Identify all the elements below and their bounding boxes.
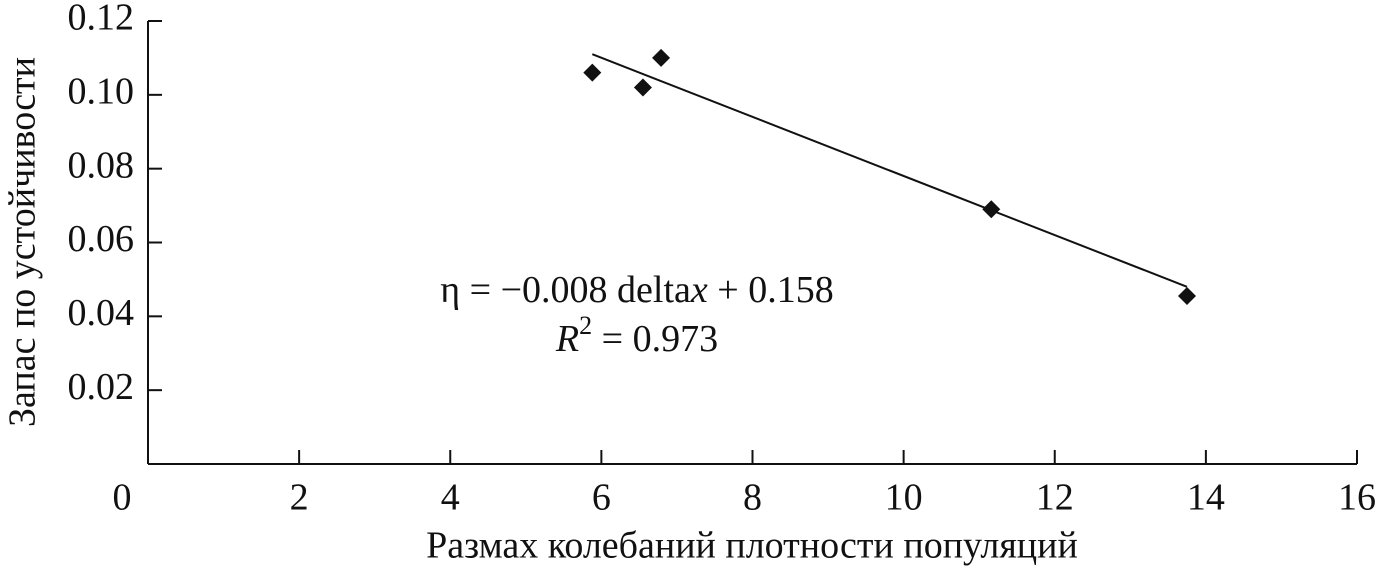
- x-axis-title: Размах колебаний плотности популяций: [426, 525, 1078, 567]
- y-tick-label: 0.10: [68, 71, 135, 113]
- x-tick-label: 2: [290, 477, 309, 519]
- annotation-text: 2: [579, 311, 592, 340]
- x-tick-label: 16: [1338, 477, 1376, 519]
- x-tick-label: 6: [592, 477, 611, 519]
- y-tick-label: 0.02: [68, 366, 135, 408]
- annotation-text: x: [690, 269, 708, 311]
- x-tick-label: 12: [1036, 477, 1074, 519]
- y-tick-label: 0.04: [68, 292, 135, 334]
- x-tick-label: 14: [1187, 477, 1225, 519]
- point: [652, 48, 671, 67]
- point: [1177, 287, 1196, 306]
- point: [583, 63, 602, 82]
- x-tick-label: 0: [113, 477, 132, 519]
- annotation-text: = 0.973: [592, 318, 718, 360]
- x-tick-label: 8: [743, 477, 762, 519]
- x-tick-label: 4: [441, 477, 460, 519]
- y-tick-label: 0.06: [68, 218, 135, 260]
- annotation-text: R: [555, 318, 579, 360]
- equation: η = −0.008 deltax + 0.158: [440, 269, 833, 311]
- y-tick-label: 0.12: [68, 0, 135, 39]
- point: [982, 200, 1001, 219]
- y-tick-label: 0.08: [68, 144, 135, 186]
- r-squared: R2 = 0.973: [555, 311, 718, 360]
- annotation-text: + 0.158: [708, 269, 834, 311]
- y-axis-title: Запас по устойчивости: [2, 57, 44, 427]
- trend-line: [591, 53, 1188, 288]
- point: [633, 78, 652, 97]
- annotation-text: η = −0.008 delta: [440, 269, 691, 311]
- x-tick-label: 10: [885, 477, 923, 519]
